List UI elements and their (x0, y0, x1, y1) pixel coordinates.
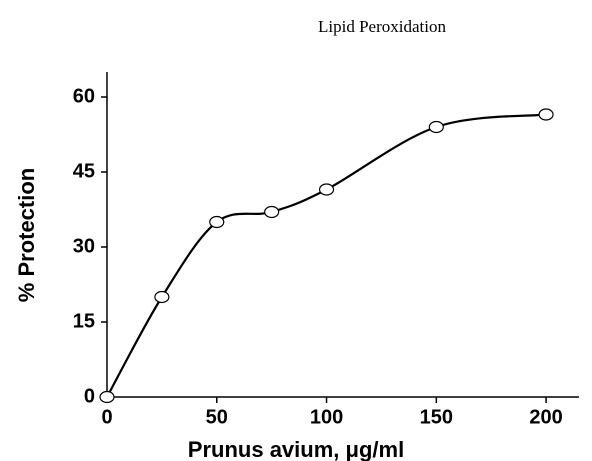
y-tick-label: 30 (73, 235, 95, 257)
data-point (428, 120, 444, 134)
x-axis-label: Prunus avium, μg/ml (188, 437, 404, 461)
chart-title: Lipid Peroxidation (318, 17, 446, 36)
data-point (264, 205, 280, 219)
data-point (209, 215, 225, 229)
x-tick-label: 150 (420, 406, 453, 428)
y-tick-label: 15 (73, 310, 95, 332)
x-tick-label: 200 (529, 406, 562, 428)
data-point (318, 183, 335, 196)
fit-curve (106, 113, 547, 398)
x-tick-label: 100 (310, 406, 343, 428)
data-point (538, 108, 554, 121)
data-point (154, 290, 170, 304)
y-axis-label: % Protection (14, 168, 39, 302)
y-tick-label: 60 (73, 85, 95, 107)
data-point (99, 390, 115, 404)
x-tick-label: 0 (101, 406, 112, 428)
y-tick-label: 45 (73, 160, 95, 182)
y-tick-label: 0 (84, 385, 95, 407)
x-tick-label: 50 (206, 406, 228, 428)
